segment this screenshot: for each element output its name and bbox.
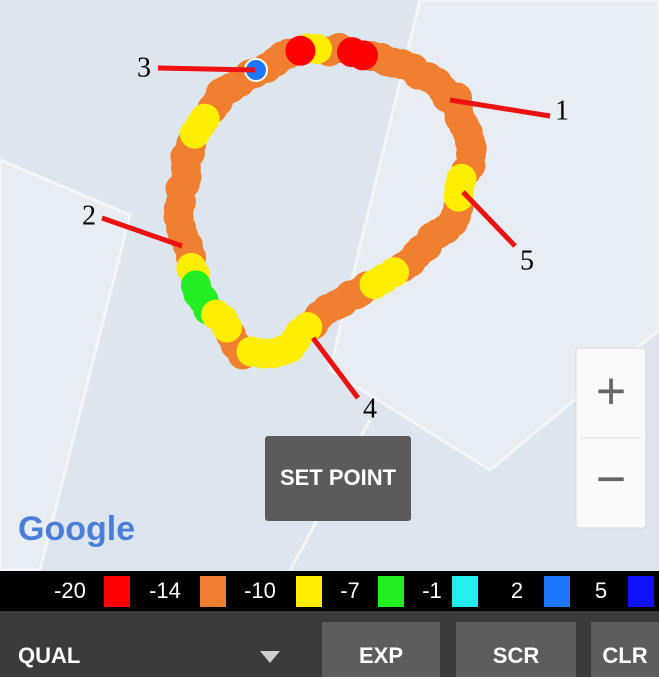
google-logo: Google [18,510,135,548]
callout-line [157,65,256,73]
callout-line [449,97,551,119]
toolbar-button[interactable] [456,622,576,677]
legend-label: 5 [595,578,607,603]
trail-dot [292,312,323,343]
trail-dot [179,118,210,149]
callout-line [461,190,517,248]
toolbar-button[interactable] [322,622,440,677]
set-point-label: SET POINT [280,465,397,490]
trail-dot [337,37,367,68]
legend-label: -1 [422,578,442,603]
legend-swatch [200,576,226,607]
callout-label: 4 [363,393,377,424]
toolbar-button[interactable] [591,622,659,677]
legend-label: -20 [54,578,86,603]
trail-dot [212,312,242,343]
legend-swatch [378,576,404,607]
set-point-button[interactable] [265,436,411,521]
toolbar-button-label: SCR [493,643,540,668]
callout-label: 3 [137,52,151,83]
legend: -20 -14 -10 -7 -1 2 5 [54,576,654,607]
mode-selector[interactable]: QUAL [18,643,80,668]
trail-dot [446,163,477,194]
trail-dot [285,35,316,66]
legend-label: -7 [340,578,360,603]
zoom-out[interactable]: − [596,451,626,509]
callout-label: 5 [520,245,534,276]
toolbar-button-label: CLR [602,643,647,668]
legend-swatch [544,576,570,607]
map-road [0,158,132,572]
trail-dot [379,257,410,288]
zoom-in[interactable]: + [596,363,626,421]
legend-swatch [296,576,322,607]
legend-swatch [104,576,130,607]
callout-label: 2 [82,200,96,231]
callout-lines [101,65,551,400]
legend-label: -10 [244,578,276,603]
callout-line [101,215,183,249]
legend-label: -14 [149,578,181,603]
legend-label: 2 [511,578,523,603]
callout-label: 1 [555,95,569,126]
legend-swatch [452,576,478,607]
callout-line [311,336,360,400]
measurement-trail [163,33,487,370]
dropdown-arrow [260,651,280,663]
legend-swatch [628,576,654,607]
toolbar-button-label: EXP [359,643,403,668]
